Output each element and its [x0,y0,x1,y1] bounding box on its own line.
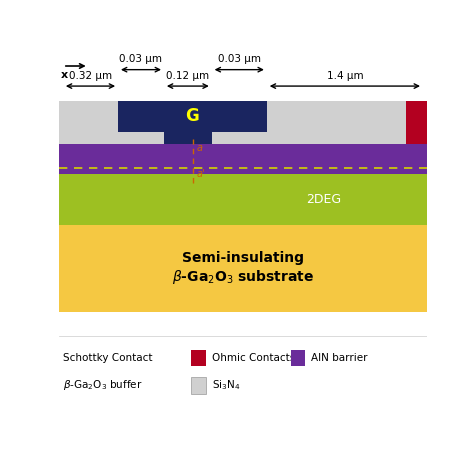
Bar [118,100,267,132]
Bar [191,350,206,366]
Text: $\beta$-Ga$_2$O$_3$ buffer: $\beta$-Ga$_2$O$_3$ buffer [63,378,143,392]
Text: 0.12 μm: 0.12 μm [166,71,210,81]
Bar [59,145,427,173]
Text: 0.03 μm: 0.03 μm [119,54,163,64]
Text: AlN barrier: AlN barrier [311,353,367,363]
Bar [406,100,427,145]
Text: a': a' [197,169,206,179]
Text: Schottky Contact: Schottky Contact [63,353,153,363]
Text: G: G [185,107,199,125]
Text: Ohmic Contacts: Ohmic Contacts [212,353,295,363]
Text: Semi-insulating
$\beta$-Ga$_2$O$_3$ substrate: Semi-insulating $\beta$-Ga$_2$O$_3$ subs… [172,251,314,286]
Text: x: x [61,70,68,81]
Text: 0.32 μm: 0.32 μm [69,71,112,81]
Text: 2DEG: 2DEG [306,193,341,206]
Text: a: a [197,143,203,153]
Text: 0.03 μm: 0.03 μm [218,54,261,64]
Bar [291,350,305,366]
Text: 1.4 μm: 1.4 μm [327,71,363,81]
Text: Si$_3$N$_4$: Si$_3$N$_4$ [212,378,240,392]
Bar [191,377,206,393]
Bar [164,100,212,145]
Bar [59,225,427,312]
Bar [59,173,427,225]
Bar [59,100,427,145]
